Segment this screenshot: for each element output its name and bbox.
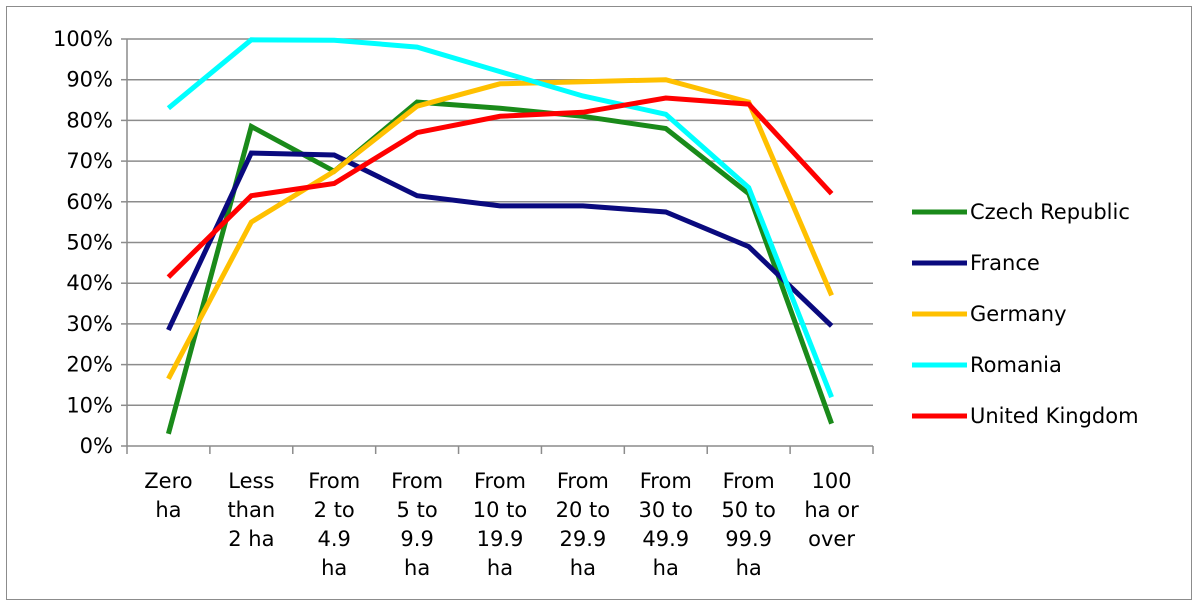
y-tick-label: 0% bbox=[80, 434, 113, 458]
x-tick-label: From bbox=[308, 469, 360, 493]
legend: Czech Republic France Germany Romania United… bbox=[912, 200, 1139, 428]
x-tick-label: ha bbox=[653, 556, 679, 580]
x-tick-label: than bbox=[227, 498, 275, 522]
x-tick-label: 19.9 bbox=[477, 527, 524, 551]
x-tick-labels: Zero ha Less than 2 ha From 2 to 4.9 ha From 5 to 9… bbox=[144, 469, 859, 580]
y-tick-label: 70% bbox=[66, 149, 113, 173]
x-tick-label: 10 to bbox=[473, 498, 527, 522]
x-tick-label: 4.9 bbox=[318, 527, 351, 551]
x-tick-label: 2 ha bbox=[228, 527, 274, 551]
x-tick-label: 30 to bbox=[639, 498, 693, 522]
axes bbox=[121, 38, 874, 454]
y-tick-labels: 0% 10% 20% 30% 40% 50% 60% 70% 80% 90% 100% bbox=[53, 27, 113, 458]
x-tick-label: 49.9 bbox=[642, 527, 689, 551]
legend-label: United Kingdom bbox=[970, 404, 1139, 428]
y-tick-label: 40% bbox=[66, 271, 113, 295]
x-tick-label: ha bbox=[404, 556, 430, 580]
y-tick-label: 30% bbox=[66, 312, 113, 336]
y-tick-label: 50% bbox=[66, 231, 113, 255]
y-tick-label: 60% bbox=[66, 190, 113, 214]
series-line bbox=[166, 150, 834, 332]
x-tick-label: Zero bbox=[144, 469, 192, 493]
x-tick-label: From bbox=[640, 469, 692, 493]
x-tick-label: From bbox=[391, 469, 443, 493]
x-tick-label: 50 to bbox=[721, 498, 775, 522]
x-tick-label: From bbox=[723, 469, 775, 493]
x-tick-label: 100 bbox=[812, 469, 852, 493]
x-tick-label: 2 to bbox=[314, 498, 355, 522]
x-tick-label: ha or bbox=[804, 498, 859, 522]
y-tick-label: 100% bbox=[53, 27, 113, 51]
y-tick-label: 10% bbox=[66, 393, 113, 417]
series-line bbox=[165, 99, 834, 435]
x-tick-label: From bbox=[474, 469, 526, 493]
x-tick-label: 20 to bbox=[556, 498, 610, 522]
y-tick-label: 20% bbox=[66, 353, 113, 377]
legend-label: France bbox=[970, 251, 1040, 275]
y-tick-label: 80% bbox=[66, 108, 113, 132]
series-lines bbox=[165, 37, 834, 435]
x-tick-label: ha bbox=[321, 556, 347, 580]
x-tick-label: Less bbox=[228, 469, 274, 493]
x-tick-label: over bbox=[808, 527, 855, 551]
x-tick-label: ha bbox=[155, 498, 181, 522]
x-tick-label: 29.9 bbox=[560, 527, 607, 551]
series-line bbox=[166, 77, 834, 380]
series-line bbox=[166, 37, 834, 399]
legend-label: Romania bbox=[970, 353, 1062, 377]
x-tick-label: 99.9 bbox=[725, 527, 772, 551]
x-tick-label: 9.9 bbox=[400, 527, 433, 551]
legend-label: Germany bbox=[970, 302, 1067, 326]
x-tick-label: 5 to bbox=[397, 498, 438, 522]
x-tick-label: ha bbox=[487, 556, 513, 580]
series-line bbox=[166, 95, 834, 279]
x-tick-label: ha bbox=[736, 556, 762, 580]
legend-label: Czech Republic bbox=[970, 200, 1130, 224]
x-tick-label: From bbox=[557, 469, 609, 493]
y-tick-label: 90% bbox=[66, 68, 113, 92]
x-tick-label: ha bbox=[570, 556, 596, 580]
